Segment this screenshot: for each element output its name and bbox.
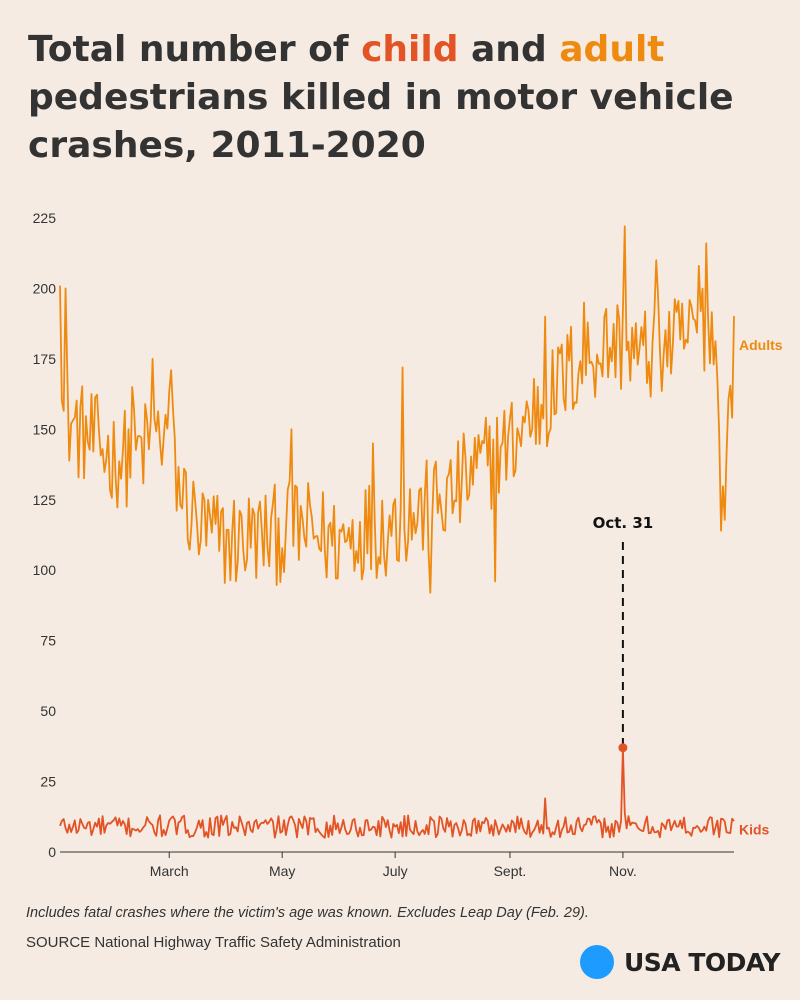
annotation-point — [618, 743, 628, 753]
y-tick-label-0: 0 — [48, 844, 56, 860]
chart-title: Total number of child and adult pedestri… — [28, 26, 768, 170]
x-tick-label-2: July — [383, 863, 408, 879]
logo-dot-icon — [580, 945, 614, 979]
x-tick-label-1: May — [269, 863, 295, 879]
y-tick-label-200: 200 — [33, 280, 57, 296]
y-tick-label-50: 50 — [40, 703, 56, 719]
x-tick-label-0: March — [150, 863, 189, 879]
y-tick-label-25: 25 — [40, 774, 56, 790]
y-tick-label-125: 125 — [33, 492, 57, 508]
line-chart: 0 25 50 75 100 125 150 175 200 225 March May July Sep… — [33, 210, 783, 879]
series-line-kids — [59, 746, 735, 839]
y-tick-label-225: 225 — [33, 210, 57, 226]
title-part1: Total number of — [28, 29, 362, 70]
y-tick-label-100: 100 — [33, 562, 57, 578]
series-label-kids: Kids — [739, 821, 770, 837]
title-part3: pedestrians killed in motor vehicle cras… — [28, 77, 734, 166]
x-tick-label-4: Nov. — [609, 863, 637, 879]
title-part2: and — [458, 29, 560, 70]
chart-note: Includes fatal crashes where the victim'… — [26, 905, 589, 921]
chart-source: SOURCE National Highway Traffic Safety A… — [26, 934, 401, 951]
annotation-label: Oct. 31 — [593, 514, 654, 532]
logo-text: USA TODAY — [624, 947, 780, 977]
y-tick-label-175: 175 — [33, 351, 57, 367]
y-tick-label-75: 75 — [40, 633, 56, 649]
title-adult-word: adult — [559, 29, 665, 70]
title-child-word: child — [361, 29, 459, 70]
y-tick-label-150: 150 — [33, 421, 57, 437]
series-label-adults: Adults — [739, 337, 783, 353]
series-line-adults — [59, 225, 735, 594]
usa-today-logo: USA TODAY — [580, 944, 780, 980]
x-tick-label-3: Sept. — [494, 863, 527, 879]
